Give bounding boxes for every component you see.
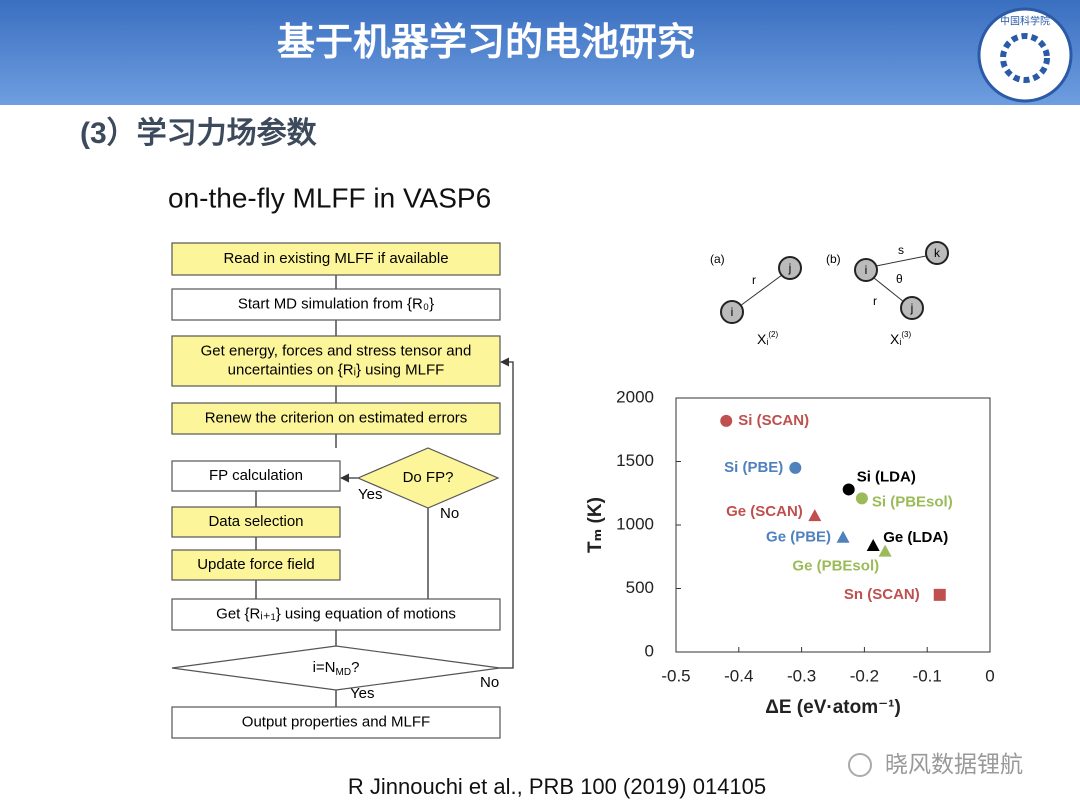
flow-box — [171, 598, 501, 631]
point — [866, 538, 880, 551]
point — [878, 544, 892, 557]
edge-label: Yes — [350, 685, 374, 702]
x-tick-label: -0.2 — [850, 666, 879, 685]
label-part: MD — [336, 667, 352, 678]
flow-label: i=NMD? — [313, 659, 360, 678]
flow-label: Start MD simulation from {R₀} — [238, 295, 434, 312]
x-tick-label: -0.4 — [724, 666, 753, 685]
loop-arrow — [500, 357, 514, 669]
y-tick-label: 1500 — [616, 451, 654, 470]
watermark-icon — [848, 753, 872, 777]
edge-label: No — [480, 674, 499, 691]
point-label: Ge (PBEsol) — [792, 558, 879, 575]
atom — [720, 300, 744, 324]
descriptor: Xi(2) — [757, 330, 778, 347]
flow-label: uncertainties on {Rᵢ} using MLFF — [228, 361, 445, 378]
flow-label: Do FP? — [403, 469, 454, 486]
y-tick-label: 500 — [626, 578, 654, 597]
bond — [873, 277, 905, 303]
bond — [875, 255, 927, 267]
panel-tag: (b) — [826, 252, 841, 266]
flow-box — [171, 335, 501, 387]
point-label: Si (LDA) — [857, 468, 916, 485]
logo-emblem — [1000, 33, 1050, 83]
atom-label: i — [865, 263, 868, 277]
atom — [925, 241, 949, 265]
label-part: ? — [351, 659, 359, 676]
citation: R Jinnouchi et al., PRB 100 (2019) 01410… — [348, 774, 766, 799]
subtitle: on-the-fly MLFF in VASP6 — [168, 182, 491, 213]
point-label: Ge (LDA) — [883, 529, 948, 546]
flow-label: Renew the criterion on estimated errors — [205, 409, 468, 426]
atom-label: j — [910, 301, 914, 315]
atom-label: k — [934, 246, 941, 260]
flow-box — [171, 288, 501, 321]
flow-box — [171, 242, 501, 276]
section-title: (3）学习力场参数 — [80, 116, 318, 150]
point-label: Si (PBE) — [724, 459, 783, 476]
y-tick-label: 0 — [645, 641, 654, 660]
header-title: 基于机器学习的电池研究 — [277, 21, 695, 64]
flow-label: Get energy, forces and stress tensor and — [201, 342, 472, 359]
flow-label: Read in existing MLFF if available — [223, 250, 448, 267]
panel-tag: (a) — [710, 252, 725, 266]
point-label: Sn (SCAN) — [844, 586, 920, 603]
flow-decision — [171, 645, 501, 691]
point-label: Si (SCAN) — [738, 412, 809, 429]
flow-label: Data selection — [208, 513, 303, 530]
point — [836, 530, 850, 543]
flow-decision — [356, 447, 500, 509]
x-tick-label: -0.3 — [787, 666, 816, 685]
x-axis-label: ΔE (eV·atom⁻¹) — [765, 697, 901, 718]
atom-label: i — [731, 305, 734, 319]
point-label: Ge (PBE) — [766, 529, 831, 546]
edge-label: Yes — [358, 486, 382, 503]
flow-label: Update force field — [197, 556, 315, 573]
y-tick-label: 1000 — [616, 514, 654, 533]
point-label: Ge (SCAN) — [726, 503, 803, 520]
flow-box — [171, 706, 501, 739]
atom — [854, 258, 878, 282]
point — [789, 461, 802, 474]
flow-box — [171, 549, 341, 581]
edge-label: r — [873, 294, 877, 308]
point — [720, 414, 733, 427]
edge-label: s — [898, 243, 904, 257]
y-tick-label: 2000 — [616, 387, 654, 406]
descriptor: Xi(3) — [890, 330, 911, 347]
point — [842, 483, 855, 496]
point — [855, 492, 868, 505]
flow-label: FP calculation — [209, 467, 303, 484]
flow-box — [171, 460, 341, 492]
flow-label: Output properties and MLFF — [242, 713, 430, 730]
flow-box — [171, 402, 501, 435]
flow-label: Get {Rᵢ₊₁} using equation of motions — [216, 605, 456, 622]
point-label: Si (PBEsol) — [872, 493, 953, 510]
logo — [977, 7, 1073, 103]
descriptor-diagram: (a) j i r Xi(2) (b) k i j s θ r Xi(3) — [710, 241, 949, 347]
angle-label: θ — [896, 272, 903, 286]
logo-text: 中国科学院 — [1000, 15, 1050, 28]
y-axis-label: Tₘ (K) — [585, 497, 606, 553]
atom-label: j — [788, 261, 792, 275]
flow-box — [171, 506, 341, 538]
bond — [739, 274, 783, 307]
x-tick-label: -0.5 — [661, 666, 690, 685]
point — [933, 588, 946, 601]
plot-frame — [675, 397, 991, 653]
x-tick-label: -0.1 — [913, 666, 942, 685]
edge-label: r — [752, 273, 756, 287]
atom — [900, 296, 924, 320]
x-tick-label: 0 — [985, 666, 994, 685]
header-band — [0, 0, 1080, 105]
flowchart: Yes No No Yes Read in existing MLFF if a… — [171, 242, 514, 739]
edge-label: No — [440, 505, 459, 522]
watermark: 晓风数据锂航 — [885, 751, 1023, 777]
atom — [778, 256, 802, 280]
scatter-chart: ΔE (eV·atom⁻¹) Tₘ (K) -0.5 -0.4 -0.3 -0.2 -0… — [585, 387, 995, 718]
label-part: i=N — [313, 659, 336, 676]
point — [808, 509, 822, 522]
arrows — [255, 275, 429, 707]
